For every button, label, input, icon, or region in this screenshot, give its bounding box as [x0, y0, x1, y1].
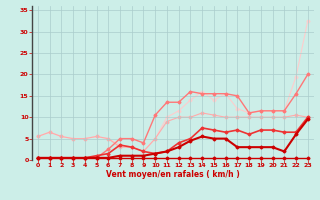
X-axis label: Vent moyen/en rafales ( km/h ): Vent moyen/en rafales ( km/h ) [106, 170, 240, 179]
